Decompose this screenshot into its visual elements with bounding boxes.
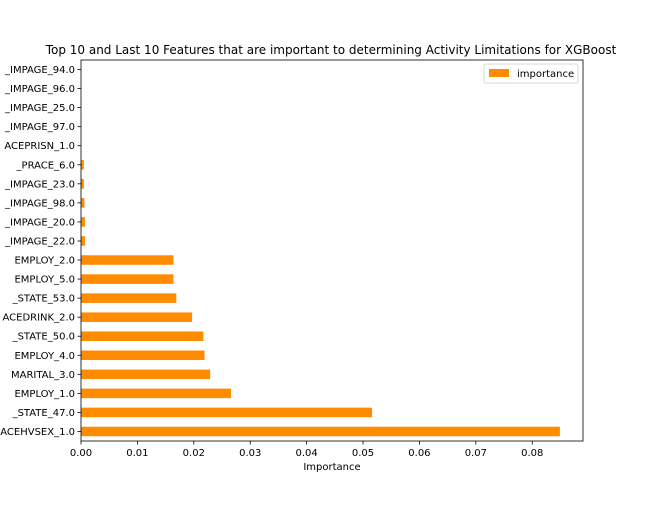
x-tick-label: 0.06 xyxy=(408,448,430,459)
legend-swatch xyxy=(489,69,509,77)
x-axis-ticks: 0.00 0.01 0.02 0.03 0.04 0.05 0.06 0.07 0.08 xyxy=(70,441,543,459)
x-tick-label: 0.07 xyxy=(465,448,487,459)
bar xyxy=(81,198,85,208)
bar xyxy=(81,388,232,399)
y-tick-label: EMPLOY_5.0 xyxy=(14,275,75,286)
x-tick-label: 0.03 xyxy=(239,448,261,459)
bar xyxy=(81,331,204,341)
y-tick-label: _IMPAGE_94.0 xyxy=(4,65,75,76)
x-tick-label: 0.04 xyxy=(295,448,317,459)
chart-title: Top 10 and Last 10 Features that are imp… xyxy=(45,43,617,57)
y-tick-label: EMPLOY_1.0 xyxy=(14,389,75,400)
bar xyxy=(81,312,193,322)
x-tick-label: 0.00 xyxy=(70,448,92,459)
y-tick-label: _STATE_50.0 xyxy=(12,332,75,343)
legend: importance xyxy=(483,63,579,84)
x-tick-label: 0.02 xyxy=(183,448,205,459)
y-tick-label: _STATE_47.0 xyxy=(12,408,75,419)
y-axis-ticks: ACEHVSEX_1.0 _STATE_47.0 EMPLOY_1.0 MARITAL… xyxy=(0,65,81,438)
bar xyxy=(81,350,205,361)
y-tick-label: _IMPAGE_98.0 xyxy=(4,198,75,209)
legend-label: importance xyxy=(517,69,574,80)
y-tick-label: ACEPRISN_1.0 xyxy=(4,141,75,152)
bar xyxy=(81,217,85,227)
legend-box xyxy=(483,63,579,84)
bar xyxy=(81,407,373,418)
y-tick-label: _IMPAGE_22.0 xyxy=(4,236,75,247)
x-tick-label: 0.01 xyxy=(126,448,148,459)
bar xyxy=(81,236,85,246)
bar xyxy=(81,274,174,284)
bar xyxy=(81,160,84,170)
y-tick-label: _IMPAGE_25.0 xyxy=(4,103,75,114)
plot-area-frame xyxy=(80,59,584,442)
y-tick-label: ACEHVSEX_1.0 xyxy=(0,427,75,438)
bars xyxy=(81,160,560,437)
y-tick-label: MARITAL_3.0 xyxy=(11,370,75,381)
x-tick-label: 0.05 xyxy=(352,448,374,459)
y-tick-label: _IMPAGE_20.0 xyxy=(4,217,75,228)
x-tick-label: 0.08 xyxy=(521,448,543,459)
bar xyxy=(81,426,560,437)
y-tick-label: _IMPAGE_97.0 xyxy=(4,122,75,133)
y-tick-label: EMPLOY_4.0 xyxy=(14,351,75,362)
y-tick-label: ACEDRINK_2.0 xyxy=(2,313,75,324)
bar xyxy=(81,369,211,380)
x-axis-label: Importance xyxy=(303,462,360,473)
y-tick-label: _PRACE_6.0 xyxy=(16,160,75,171)
bar xyxy=(81,255,174,265)
bar xyxy=(81,179,84,189)
y-tick-label: _IMPAGE_96.0 xyxy=(4,84,75,95)
y-tick-label: _STATE_53.0 xyxy=(12,294,75,305)
y-tick-label: _IMPAGE_23.0 xyxy=(4,179,75,190)
bar xyxy=(81,293,177,303)
y-tick-label: EMPLOY_2.0 xyxy=(14,256,75,267)
